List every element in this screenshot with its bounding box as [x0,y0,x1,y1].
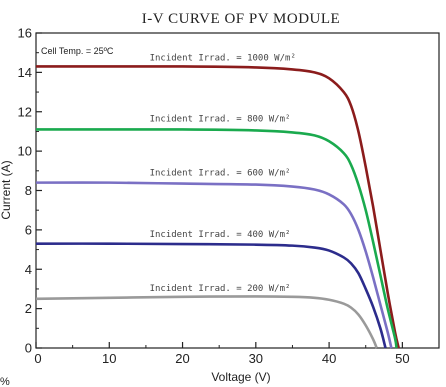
series-group [35,65,400,349]
series-label: Incident Irrad. = 400 W/m² [150,230,291,240]
x-tick-label: 30 [249,351,263,366]
y-tick-label: 2 [25,301,32,316]
chart-title: I-V CURVE OF PV MODULE [142,11,340,27]
series-line [36,65,400,349]
series-line [35,181,393,349]
y-tick-label: 4 [25,262,32,277]
x-tick-label: 50 [395,351,409,366]
curve-labels: Incident Irrad. = 1000 W/m² Incident Irra… [150,54,296,294]
x-tick-label: 0 [34,351,41,366]
series-label: Incident Irrad. = 800 W/m² [150,115,291,125]
x-tick-label: 20 [175,351,189,366]
series-label: Incident Irrad. = 600 W/m² [150,169,291,179]
y-tick-label: 16 [18,26,32,41]
y-tick-label: 14 [18,65,32,80]
series-label: Incident Irrad. = 200 W/m² [150,284,291,294]
series-label: Incident Irrad. = 1000 W/m² [150,54,296,64]
x-axis-label: Voltage (V) [211,370,270,384]
x-tick-label: 40 [322,351,336,366]
x-tick-label: 10 [102,351,116,366]
x-axis: 0 10 20 30 40 50 [34,342,410,366]
series-line [35,242,387,349]
cell-temp-note: Cell Temp. = 25ºC [41,46,114,56]
y-tick-label: 6 [25,222,32,237]
y-tick-label: 8 [25,183,32,198]
y-tick-label: 12 [18,104,32,119]
y-axis: 0 2 4 6 8 10 12 14 16 [18,26,42,356]
corner-percent-text: % [0,376,10,387]
y-tick-label: 10 [18,144,32,159]
series-line [35,295,378,349]
y-tick-label: 0 [25,341,32,356]
y-axis-label: Current (A) [0,160,13,219]
series-line [35,128,398,349]
